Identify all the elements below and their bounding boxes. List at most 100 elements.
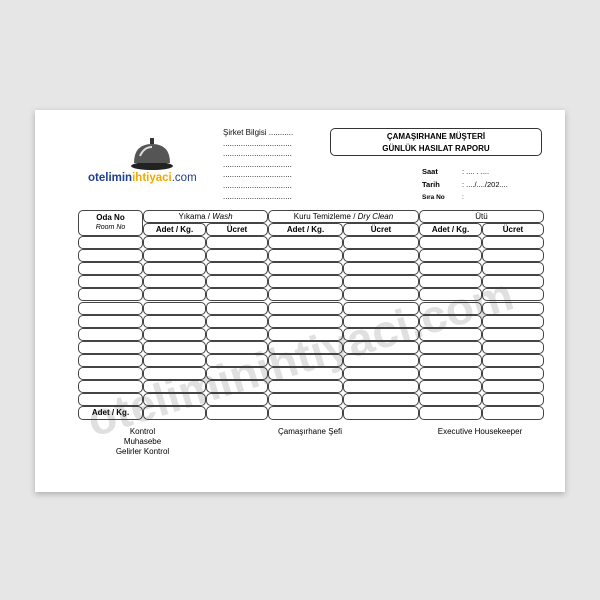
- total-cell[interactable]: [143, 406, 206, 420]
- table-cell[interactable]: [343, 393, 419, 407]
- table-cell[interactable]: [78, 288, 143, 302]
- table-cell[interactable]: [143, 367, 206, 380]
- table-cell[interactable]: [143, 288, 206, 302]
- table-cell[interactable]: [78, 380, 143, 394]
- table-cell[interactable]: [268, 327, 343, 341]
- table-cell[interactable]: [268, 340, 343, 354]
- table-cell[interactable]: [482, 353, 544, 367]
- table-cell[interactable]: [482, 236, 544, 249]
- table-cell[interactable]: [268, 393, 343, 407]
- table-cell[interactable]: [268, 301, 343, 315]
- table-cell[interactable]: [206, 301, 268, 315]
- table-cell[interactable]: [419, 288, 482, 302]
- company-info: Şirket Bilgisi ........... .............…: [223, 128, 293, 202]
- total-cell[interactable]: [206, 406, 268, 420]
- table-cell[interactable]: [419, 340, 482, 354]
- table-cell[interactable]: [78, 236, 143, 249]
- table-cell[interactable]: [343, 340, 419, 354]
- table-cell[interactable]: [206, 340, 268, 354]
- table-cell[interactable]: [143, 340, 206, 354]
- table-cell[interactable]: [343, 380, 419, 394]
- table-cell[interactable]: [482, 262, 544, 276]
- table-cell[interactable]: [419, 353, 482, 367]
- table-cell[interactable]: [343, 288, 419, 302]
- table-cell[interactable]: [482, 301, 544, 315]
- table-cell[interactable]: [268, 314, 343, 328]
- table-cell[interactable]: [206, 236, 268, 249]
- table-cell[interactable]: [143, 249, 206, 263]
- table-cell[interactable]: [419, 367, 482, 380]
- table-cell[interactable]: [78, 327, 143, 341]
- table-cell[interactable]: [143, 327, 206, 341]
- table-cell[interactable]: [206, 314, 268, 328]
- table-cell[interactable]: [143, 301, 206, 315]
- table-cell[interactable]: [206, 380, 268, 394]
- table-cell[interactable]: [268, 275, 343, 289]
- table-cell[interactable]: [419, 314, 482, 328]
- table-cell[interactable]: [206, 367, 268, 380]
- table-cell[interactable]: [143, 314, 206, 328]
- table-cell[interactable]: [482, 380, 544, 394]
- table-cell[interactable]: [419, 393, 482, 407]
- table-cell[interactable]: [78, 367, 143, 380]
- table-cell[interactable]: [206, 249, 268, 263]
- total-cell[interactable]: [268, 406, 343, 420]
- table-cell[interactable]: [206, 275, 268, 289]
- table-cell[interactable]: [78, 262, 143, 276]
- table-cell[interactable]: [268, 288, 343, 302]
- table-cell[interactable]: [143, 353, 206, 367]
- table-cell[interactable]: [482, 249, 544, 263]
- table-cell[interactable]: [143, 393, 206, 407]
- table-cell[interactable]: [419, 249, 482, 263]
- table-cell[interactable]: [268, 353, 343, 367]
- table-cell[interactable]: [206, 327, 268, 341]
- table-cell[interactable]: [268, 249, 343, 263]
- table-cell[interactable]: [482, 314, 544, 328]
- table-cell[interactable]: [143, 275, 206, 289]
- table-cell[interactable]: [343, 262, 419, 276]
- table-cell[interactable]: [419, 380, 482, 394]
- total-cell[interactable]: [343, 406, 419, 420]
- table-cell[interactable]: [343, 301, 419, 315]
- table-cell[interactable]: [206, 353, 268, 367]
- sub-header-label: Adet / Kg.: [286, 225, 325, 234]
- table-cell[interactable]: [143, 236, 206, 249]
- table-cell[interactable]: [78, 275, 143, 289]
- table-cell[interactable]: [268, 367, 343, 380]
- company-line: ...............................: [223, 149, 292, 159]
- table-cell[interactable]: [343, 314, 419, 328]
- table-cell[interactable]: [419, 275, 482, 289]
- table-cell[interactable]: [343, 249, 419, 263]
- table-cell[interactable]: [482, 288, 544, 302]
- table-cell[interactable]: [482, 340, 544, 354]
- table-cell[interactable]: [419, 236, 482, 249]
- table-cell[interactable]: [206, 393, 268, 407]
- table-cell[interactable]: [482, 393, 544, 407]
- table-cell[interactable]: [343, 327, 419, 341]
- table-cell[interactable]: [268, 262, 343, 276]
- table-cell[interactable]: [343, 275, 419, 289]
- table-cell[interactable]: [419, 327, 482, 341]
- table-cell[interactable]: [268, 236, 343, 249]
- table-cell[interactable]: [206, 262, 268, 276]
- table-cell[interactable]: [419, 262, 482, 276]
- table-cell[interactable]: [78, 301, 143, 315]
- table-cell[interactable]: [482, 275, 544, 289]
- table-cell[interactable]: [482, 327, 544, 341]
- table-cell[interactable]: [482, 367, 544, 380]
- table-cell[interactable]: [419, 301, 482, 315]
- table-cell[interactable]: [343, 367, 419, 380]
- table-cell[interactable]: [78, 353, 143, 367]
- table-cell[interactable]: [143, 262, 206, 276]
- total-cell[interactable]: [419, 406, 482, 420]
- table-cell[interactable]: [78, 249, 143, 263]
- table-cell[interactable]: [78, 393, 143, 407]
- table-cell[interactable]: [343, 236, 419, 249]
- table-cell[interactable]: [206, 288, 268, 302]
- table-cell[interactable]: [78, 314, 143, 328]
- table-cell[interactable]: [78, 340, 143, 354]
- total-cell[interactable]: [482, 406, 544, 420]
- table-cell[interactable]: [343, 353, 419, 367]
- table-cell[interactable]: [143, 380, 206, 394]
- table-cell[interactable]: [268, 380, 343, 394]
